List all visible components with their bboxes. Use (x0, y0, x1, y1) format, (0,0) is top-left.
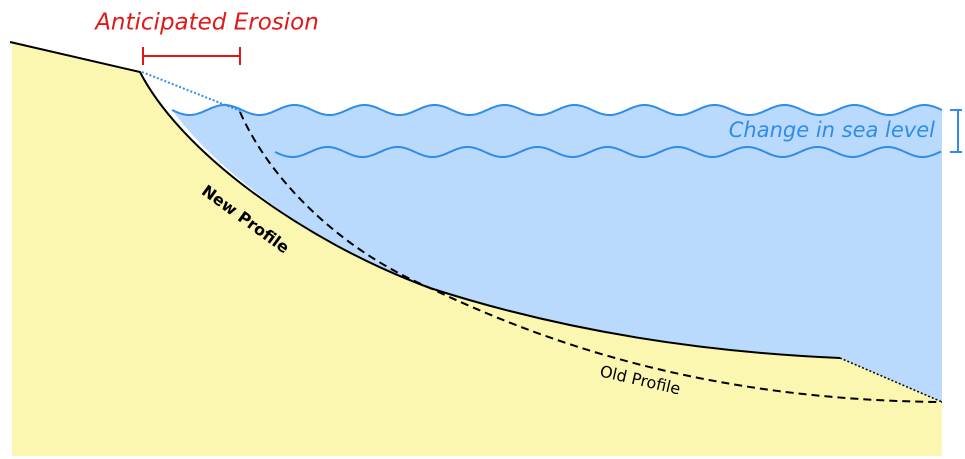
sea-level-bracket (950, 109, 962, 153)
erosion-label: Anticipated Erosion (93, 10, 319, 36)
sea-level-label: Change in sea level (729, 118, 935, 142)
old-profile (239, 111, 943, 403)
sea-surface-current (171, 104, 943, 116)
sea-surface-old (274, 146, 942, 158)
new-profile-extension (839, 357, 943, 403)
water (172, 105, 942, 402)
sand (12, 42, 942, 456)
erosion-bracket (142, 47, 241, 65)
